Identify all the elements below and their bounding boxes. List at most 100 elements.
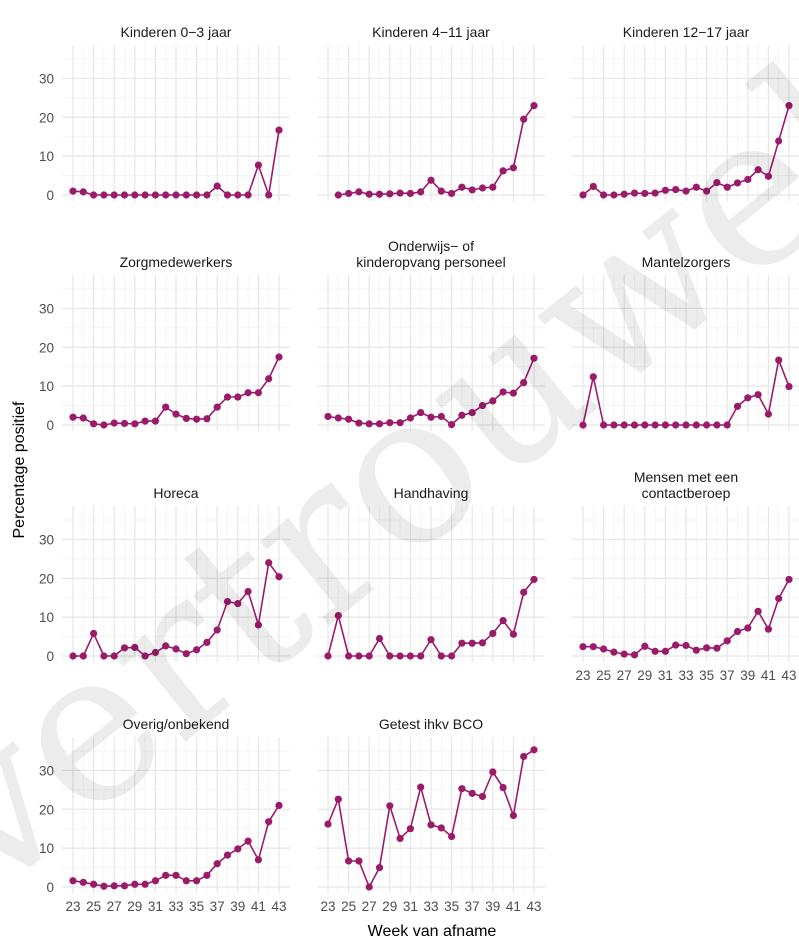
data-point [641,642,649,650]
y-tick-label: 20 [39,340,54,355]
data-point [79,414,87,422]
x-tick-label: 27 [362,899,377,914]
y-tick-label: 30 [39,763,54,778]
data-point [406,189,414,198]
data-point [365,420,373,428]
y-tick-label: 20 [39,571,54,586]
data-point [785,575,793,584]
data-point [406,414,414,422]
data-point [213,182,221,190]
data-point [744,624,752,632]
data-point [69,652,77,660]
y-tick-label: 20 [39,110,54,125]
x-tick-label: 41 [506,899,521,914]
data-point [509,389,517,397]
data-point [193,646,201,654]
data-point [386,190,394,198]
x-tick-label: 31 [403,899,418,914]
data-point [437,824,445,832]
y-tick-label: 30 [39,532,54,547]
data-point [182,877,190,885]
data-point [396,834,404,843]
data-point [651,647,659,655]
x-tick-label: 31 [148,899,163,914]
data-point [355,419,363,427]
data-point [110,882,118,890]
data-point [172,191,180,199]
data-point [334,795,342,803]
panel-title: Getest ihkv BCO [379,716,483,732]
panel-6: Mantelzorgers [572,254,799,431]
data-point [406,825,414,833]
data-point [265,375,273,383]
x-tick-label: 25 [596,668,611,683]
data-point [682,641,690,650]
data-point [79,188,87,196]
panel-title: Handhaving [394,485,469,501]
data-point [775,137,783,145]
data-point [417,188,425,196]
data-point [69,877,77,885]
y-tick-label: 0 [46,188,54,203]
x-tick-label: 25 [86,899,101,914]
data-point [651,421,659,429]
data-point [275,573,283,581]
data-point [754,391,762,399]
panel-3: Kinderen 12−17 jaar [572,24,799,201]
x-tick-label: 33 [678,668,693,683]
data-point [182,191,190,199]
data-point [499,617,507,625]
data-point [141,417,149,425]
data-point [324,652,332,660]
y-tick-label: 0 [46,649,54,664]
data-point [478,401,487,410]
data-point [141,191,149,199]
data-point [754,166,762,174]
data-point [509,164,517,172]
data-point [509,811,517,820]
data-point [396,189,404,197]
data-point [651,189,659,197]
data-point [427,176,435,184]
x-tick-label: 39 [740,668,755,683]
data-point [589,643,597,651]
panel-title: Zorgmedewerkers [120,254,233,270]
data-point [244,837,252,845]
x-tick-label: 29 [637,668,652,683]
data-point [744,175,752,184]
panel-title: Kinderen 0−3 jaar [121,24,232,40]
data-point [275,353,283,361]
data-point [417,783,425,791]
data-point [375,420,384,428]
data-point [355,188,363,196]
data-point [682,187,690,195]
data-point [764,410,773,418]
x-axis-label: Week van afname [368,923,497,940]
data-point [386,419,394,427]
x-tick-label: 23 [65,899,80,914]
data-point [620,421,628,429]
data-point [520,588,528,596]
x-tick-label: 29 [382,899,397,914]
x-tick-label: 41 [761,668,776,683]
data-point [468,186,476,194]
x-tick-label: 43 [271,899,286,914]
data-point [223,393,232,401]
panel-title: Overig/onbekend [123,716,230,732]
data-point [365,883,373,891]
data-point [437,187,445,195]
data-point [437,412,445,421]
data-point [489,183,497,191]
data-point [754,607,762,615]
data-point [448,832,456,841]
data-point [334,191,342,199]
data-point [600,421,608,429]
data-point [396,419,404,427]
x-tick-label: 41 [251,899,266,914]
data-point [630,651,639,659]
data-point [345,415,353,423]
x-tick-label: 33 [168,899,183,914]
data-point [265,559,273,567]
data-point [427,821,435,829]
